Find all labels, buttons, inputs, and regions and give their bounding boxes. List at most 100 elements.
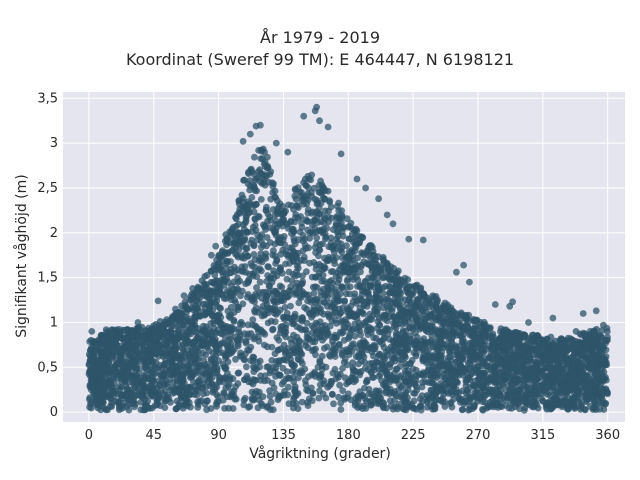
data-point [292, 368, 300, 376]
data-point [240, 401, 248, 409]
data-point [409, 323, 417, 331]
data-point [510, 364, 518, 372]
data-point [311, 338, 319, 346]
data-point [304, 399, 311, 406]
data-point [432, 383, 439, 391]
data-point [232, 250, 240, 258]
data-point [258, 243, 265, 251]
data-point [387, 402, 395, 410]
data-point [301, 175, 309, 183]
data-point [418, 308, 426, 315]
data-point [376, 371, 384, 378]
data-point [269, 251, 276, 259]
data-point [275, 394, 283, 402]
data-point [219, 339, 226, 347]
data-point [425, 298, 433, 306]
data-point [431, 403, 439, 410]
data-point [480, 349, 487, 356]
data-point [324, 285, 332, 293]
data-point [94, 404, 102, 412]
data-point [203, 397, 211, 405]
data-point [399, 395, 406, 403]
data-point [478, 381, 486, 389]
data-point [464, 318, 472, 326]
data-point [235, 220, 243, 228]
data-point [321, 195, 329, 203]
data-point [327, 380, 335, 388]
data-point [461, 397, 469, 405]
data-point [187, 374, 194, 381]
data-point [167, 399, 174, 406]
data-point [264, 319, 272, 327]
data-point [536, 385, 544, 393]
data-point [232, 288, 239, 296]
data-point [236, 277, 244, 285]
data-point [458, 333, 465, 341]
data-point [155, 377, 163, 385]
data-point [391, 396, 398, 404]
data-point [220, 390, 228, 398]
data-point [356, 295, 364, 303]
data-point [389, 389, 396, 397]
data-point [541, 374, 549, 382]
data-point [423, 392, 431, 399]
data-point [322, 363, 330, 371]
data-point [356, 403, 364, 411]
data-point [452, 315, 459, 323]
data-point [315, 394, 323, 402]
data-point [304, 344, 312, 352]
data-point [392, 289, 400, 297]
data-point [107, 395, 114, 402]
data-point [291, 192, 299, 200]
data-point [279, 313, 287, 321]
data-point [361, 384, 368, 392]
data-point [145, 346, 152, 353]
chart-subtitle: Koordinat (Sweref 99 TM): E 464447, N 61… [125, 50, 515, 69]
data-point [221, 405, 229, 412]
data-point [316, 246, 324, 254]
data-point [277, 372, 284, 379]
data-point [312, 351, 319, 359]
data-point [248, 236, 256, 244]
data-point [304, 297, 311, 305]
data-point [262, 250, 270, 258]
data-point [337, 290, 344, 298]
data-point [405, 381, 413, 389]
data-point [236, 209, 244, 217]
data-point [311, 224, 319, 232]
data-point [486, 331, 493, 339]
data-point [151, 326, 159, 334]
data-point [163, 316, 171, 323]
data-point [282, 333, 289, 341]
data-point [585, 371, 593, 379]
data-point [251, 307, 258, 315]
data-point [308, 171, 316, 179]
data-point [383, 302, 391, 310]
data-point [335, 199, 342, 207]
data-point [244, 252, 252, 260]
data-point [122, 359, 130, 366]
data-point [293, 268, 300, 276]
data-point [209, 387, 217, 394]
data-point [272, 287, 280, 295]
data-point [335, 393, 342, 401]
data-point [294, 204, 302, 212]
data-point [351, 290, 359, 297]
data-point [338, 248, 346, 256]
data-point [348, 230, 356, 238]
data-point [234, 342, 242, 350]
data-point [250, 363, 257, 371]
data-point [116, 385, 124, 393]
data-point [334, 279, 342, 287]
data-point [265, 282, 273, 290]
data-point [382, 387, 390, 395]
data-point [224, 382, 232, 390]
data-point [351, 260, 359, 267]
data-point [324, 302, 331, 310]
data-point [287, 335, 295, 343]
data-point [218, 330, 226, 338]
data-point [286, 244, 294, 252]
data-point [365, 390, 373, 397]
data-point [254, 358, 261, 366]
data-point [459, 387, 467, 395]
